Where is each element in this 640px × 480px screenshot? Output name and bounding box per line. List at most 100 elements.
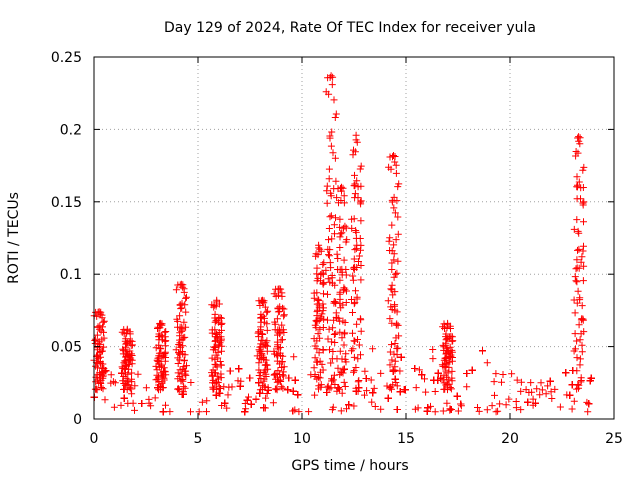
data-point	[580, 218, 587, 226]
data-point	[429, 355, 437, 363]
data-point	[331, 330, 339, 338]
data-point	[336, 223, 344, 231]
data-point	[215, 389, 223, 397]
data-point	[101, 396, 109, 404]
data-point	[326, 74, 334, 81]
data-point	[350, 402, 358, 410]
data-point	[571, 273, 579, 281]
data-point	[336, 233, 344, 241]
data-point	[579, 201, 587, 209]
data-point	[318, 310, 326, 318]
data-point	[155, 354, 163, 362]
data-point	[330, 371, 338, 379]
data-point	[355, 252, 363, 260]
data-point	[272, 350, 280, 358]
data-point	[377, 405, 385, 413]
data-point	[246, 374, 254, 382]
data-point	[313, 300, 321, 308]
data-point	[354, 355, 362, 363]
data-point	[323, 383, 331, 391]
data-point	[463, 370, 471, 377]
data-point	[155, 333, 163, 341]
data-point	[352, 227, 360, 234]
data-point	[388, 385, 395, 393]
data-point	[499, 371, 507, 378]
data-point	[573, 337, 581, 345]
data-point	[580, 163, 588, 171]
data-point	[96, 348, 104, 356]
data-point	[277, 383, 285, 391]
data-point	[322, 266, 330, 274]
data-point	[454, 407, 462, 415]
data-point	[573, 173, 581, 181]
data-point	[328, 274, 336, 282]
data-point	[120, 365, 128, 372]
data-point	[325, 251, 332, 259]
data-point	[390, 204, 398, 212]
data-point	[331, 339, 339, 346]
data-point	[126, 330, 134, 338]
data-point	[579, 315, 587, 323]
data-point	[377, 369, 385, 377]
data-point	[217, 385, 224, 392]
data-point	[352, 384, 360, 392]
data-point	[317, 315, 325, 323]
data-point	[386, 247, 394, 254]
data-point	[439, 323, 447, 331]
data-point	[390, 241, 398, 249]
data-point	[353, 177, 361, 185]
data-point	[245, 393, 252, 401]
data-point	[314, 274, 322, 282]
data-point	[315, 241, 323, 249]
data-point	[575, 384, 582, 392]
data-point	[161, 367, 169, 375]
data-point	[356, 235, 364, 242]
data-point	[443, 380, 451, 388]
data-point	[357, 200, 365, 208]
data-point	[336, 328, 344, 336]
data-point	[313, 345, 321, 353]
data-point	[212, 369, 219, 377]
data-point	[243, 396, 251, 404]
data-point	[508, 370, 516, 378]
data-point	[226, 367, 234, 375]
data-point	[178, 335, 186, 343]
data-point	[325, 236, 332, 244]
data-point	[99, 385, 107, 393]
data-point	[343, 236, 351, 244]
data-point	[335, 199, 342, 207]
data-point	[512, 404, 520, 412]
data-point	[396, 388, 404, 396]
data-point	[336, 244, 344, 251]
data-point	[275, 330, 283, 338]
data-point	[310, 289, 318, 297]
data-point	[334, 266, 342, 273]
data-point	[389, 291, 397, 299]
data-point	[324, 316, 331, 324]
data-point	[158, 378, 166, 386]
data-point	[447, 353, 455, 361]
data-point	[348, 224, 356, 232]
data-point	[176, 373, 184, 380]
data-point	[352, 364, 360, 371]
data-point	[159, 352, 167, 360]
data-point	[446, 343, 454, 351]
data-point	[576, 361, 584, 369]
data-point	[107, 371, 115, 379]
data-point	[573, 183, 581, 191]
data-point	[274, 304, 282, 312]
data-point	[371, 403, 379, 410]
data-point	[273, 343, 281, 351]
data-point	[323, 199, 331, 207]
y-tick-label: 0.2	[60, 122, 82, 138]
x-tick-label: 20	[501, 431, 519, 447]
data-point	[490, 378, 498, 386]
y-tick-label: 0.05	[51, 340, 82, 356]
data-point	[367, 376, 375, 384]
data-point	[333, 250, 341, 258]
data-point	[357, 262, 365, 269]
data-point	[323, 389, 331, 396]
chart-title: Day 129 of 2024, Rate Of TEC Index for r…	[164, 20, 536, 36]
data-point	[255, 359, 263, 367]
